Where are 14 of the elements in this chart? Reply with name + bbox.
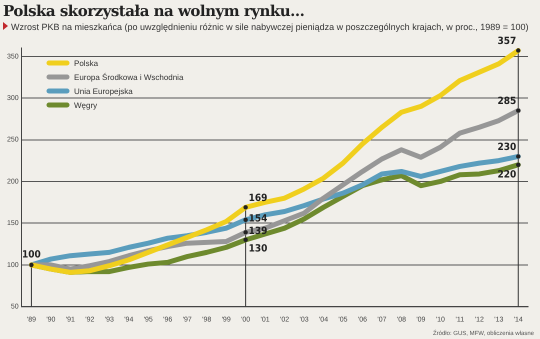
legend-label: Polska — [74, 58, 98, 68]
data-label: 230 — [497, 142, 516, 154]
legend-label: Węgry — [74, 100, 98, 110]
data-label: 100 — [22, 249, 41, 260]
data-label: 285 — [497, 96, 516, 108]
data-label: 130 — [248, 243, 268, 254]
chart-subtitle: Wzrost PKB na mieszkańca (po uwzględnieniu różnic w sile nabywczej pieniądza w poszczególnych krajach, w proc., 1989 = 100) — [11, 22, 529, 32]
data-label: 220 — [497, 169, 516, 180]
legend-label: Unia Europejska — [74, 86, 133, 96]
data-label: 154 — [248, 213, 268, 224]
data-label: 357 — [497, 36, 516, 48]
chart-title: Polska skorzystała na wolnym rynku... — [3, 2, 304, 20]
data-label: 169 — [248, 192, 268, 204]
legend-label: Europa Środkowa i Wschodnia — [74, 72, 184, 82]
